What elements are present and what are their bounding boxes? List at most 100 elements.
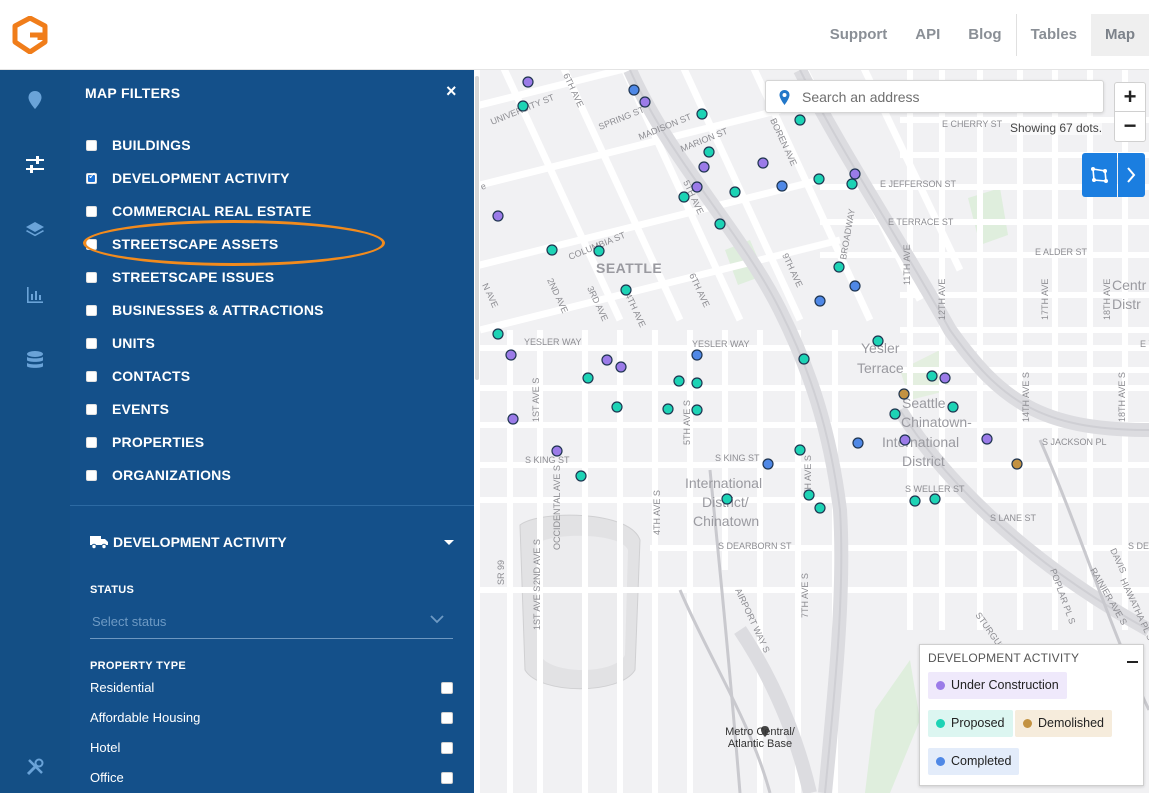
- development-dot[interactable]: [546, 244, 558, 256]
- nav-map[interactable]: Map: [1091, 14, 1149, 56]
- development-dot[interactable]: [691, 377, 703, 389]
- layer-checkbox[interactable]: [86, 469, 97, 481]
- development-dot[interactable]: [939, 372, 951, 384]
- development-dot[interactable]: [691, 181, 703, 193]
- layer-toggle-properties[interactable]: PROPERTIES: [86, 431, 204, 453]
- development-dot[interactable]: [794, 114, 806, 126]
- development-dot[interactable]: [852, 437, 864, 449]
- layer-checkbox[interactable]: [86, 304, 97, 316]
- layer-checkbox[interactable]: [86, 271, 97, 283]
- nav-support[interactable]: Support: [829, 26, 888, 43]
- development-dot[interactable]: [794, 444, 806, 456]
- layer-checkbox[interactable]: [86, 139, 97, 151]
- development-dot[interactable]: [662, 403, 674, 415]
- development-dot[interactable]: [1011, 458, 1023, 470]
- development-dot[interactable]: [947, 401, 959, 413]
- development-dot[interactable]: [522, 76, 534, 88]
- development-dot[interactable]: [714, 218, 726, 230]
- nav-api[interactable]: API: [915, 26, 941, 43]
- draw-polygon-button[interactable]: [1082, 153, 1117, 197]
- property-type-checkbox[interactable]: [441, 742, 453, 754]
- development-dot[interactable]: [729, 186, 741, 198]
- development-dot[interactable]: [849, 168, 861, 180]
- layer-checkbox[interactable]: [86, 171, 97, 184]
- layer-toggle-commercial-real-estate[interactable]: COMMERCIAL REAL ESTATE: [86, 200, 311, 222]
- development-dot[interactable]: [703, 146, 715, 158]
- development-dot[interactable]: [615, 361, 627, 373]
- development-dot[interactable]: [872, 335, 884, 347]
- search-input[interactable]: [802, 87, 1092, 107]
- layer-toggle-organizations[interactable]: ORGANIZATIONS: [86, 464, 231, 486]
- development-dot[interactable]: [575, 470, 587, 482]
- development-dot[interactable]: [981, 433, 993, 445]
- nav-tables[interactable]: Tables: [1030, 26, 1077, 43]
- development-dot[interactable]: [926, 370, 938, 382]
- property-type-row[interactable]: Residential: [90, 678, 453, 698]
- panel-scrollbar[interactable]: [474, 70, 480, 793]
- property-type-checkbox[interactable]: [441, 682, 453, 694]
- zoom-in-button[interactable]: +: [1115, 83, 1145, 112]
- layer-toggle-events[interactable]: EVENTS: [86, 398, 169, 420]
- legend-item[interactable]: Demolished: [1015, 710, 1113, 737]
- development-dot[interactable]: [582, 372, 594, 384]
- development-dot[interactable]: [639, 96, 651, 108]
- layer-checkbox[interactable]: [86, 337, 97, 349]
- caret-down-icon[interactable]: [444, 540, 454, 545]
- development-dot[interactable]: [814, 295, 826, 307]
- development-dot[interactable]: [492, 210, 504, 222]
- development-dot[interactable]: [678, 191, 690, 203]
- development-dot[interactable]: [691, 404, 703, 416]
- development-dot[interactable]: [776, 180, 788, 192]
- layer-toggle-units[interactable]: UNITS: [86, 332, 155, 354]
- layer-toggle-contacts[interactable]: CONTACTS: [86, 365, 190, 387]
- status-select[interactable]: Select status: [90, 606, 453, 639]
- development-dot[interactable]: [611, 401, 623, 413]
- development-dot[interactable]: [849, 280, 861, 292]
- layer-toggle-buildings[interactable]: BUILDINGS: [86, 134, 191, 156]
- development-dot[interactable]: [909, 495, 921, 507]
- layer-toggle-streetscape-issues[interactable]: STREETSCAPE ISSUES: [86, 266, 274, 288]
- development-dot[interactable]: [673, 375, 685, 387]
- close-icon[interactable]: ×: [446, 81, 457, 101]
- property-type-row[interactable]: Affordable Housing: [90, 708, 453, 728]
- basemap[interactable]: UNIVERSITY ST SPRING ST MADISON ST MARIO…: [480, 70, 1149, 793]
- property-type-checkbox[interactable]: [441, 712, 453, 724]
- layer-toggle-development-activity[interactable]: DEVELOPMENT ACTIVITY: [86, 167, 290, 189]
- development-dot[interactable]: [803, 489, 815, 501]
- legend-item[interactable]: Completed: [928, 748, 1020, 775]
- development-dot[interactable]: [846, 178, 858, 190]
- development-dot[interactable]: [593, 245, 605, 257]
- development-dot[interactable]: [517, 100, 529, 112]
- development-dot[interactable]: [601, 354, 613, 366]
- rail-filters[interactable]: [0, 145, 70, 185]
- legend-item[interactable]: Under Construction: [928, 672, 1067, 699]
- zoom-out-button[interactable]: −: [1123, 113, 1137, 138]
- property-type-row[interactable]: Hotel: [90, 738, 453, 758]
- development-dot[interactable]: [813, 173, 825, 185]
- rail-location[interactable]: [0, 80, 70, 120]
- property-type-row[interactable]: Office: [90, 768, 453, 788]
- address-search[interactable]: [765, 80, 1104, 113]
- rail-layers[interactable]: [0, 210, 70, 250]
- development-dot[interactable]: [696, 108, 708, 120]
- layer-checkbox[interactable]: [86, 205, 97, 217]
- development-dot[interactable]: [814, 502, 826, 514]
- property-type-checkbox[interactable]: [441, 772, 453, 784]
- development-dot[interactable]: [691, 349, 703, 361]
- rail-tools[interactable]: [0, 747, 70, 787]
- development-dot[interactable]: [798, 353, 810, 365]
- development-dot[interactable]: [620, 284, 632, 296]
- development-dot[interactable]: [628, 84, 640, 96]
- expand-toolbar-button[interactable]: [1118, 153, 1145, 197]
- development-dot[interactable]: [929, 493, 941, 505]
- layer-toggle-businesses-attractions[interactable]: BUSINESSES & ATTRACTIONS: [86, 299, 324, 321]
- legend-item[interactable]: Proposed: [928, 710, 1013, 737]
- minimize-icon[interactable]: [1127, 661, 1138, 663]
- layer-checkbox[interactable]: [86, 370, 97, 382]
- development-dot[interactable]: [698, 161, 710, 173]
- layer-checkbox[interactable]: [86, 436, 97, 448]
- development-dot[interactable]: [507, 413, 519, 425]
- development-dot[interactable]: [899, 434, 911, 446]
- development-dot[interactable]: [505, 349, 517, 361]
- development-dot[interactable]: [721, 493, 733, 505]
